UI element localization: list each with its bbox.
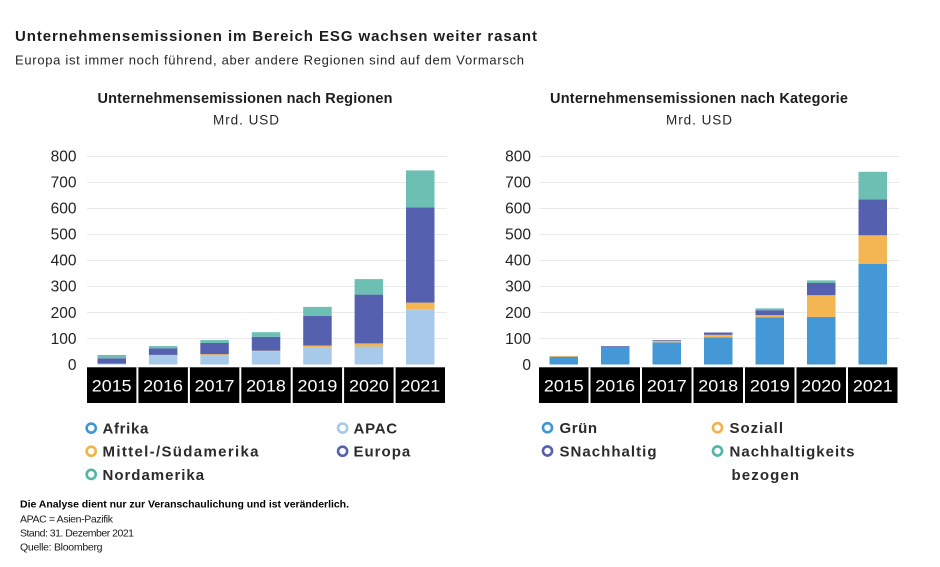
svg-text:200: 200 xyxy=(505,305,531,322)
svg-text:500: 500 xyxy=(505,227,531,244)
svg-text:Soziall: Soziall xyxy=(730,420,784,437)
svg-text:2020: 2020 xyxy=(349,376,389,395)
svg-text:500: 500 xyxy=(51,227,77,244)
svg-text:2018: 2018 xyxy=(698,376,738,395)
svg-text:Grün: Grün xyxy=(560,420,598,437)
svg-text:600: 600 xyxy=(51,201,77,218)
svg-text:2016: 2016 xyxy=(595,376,635,395)
svg-text:100: 100 xyxy=(51,331,77,348)
svg-text:2019: 2019 xyxy=(750,376,790,395)
svg-text:Unternehmensemissionen nach Ka: Unternehmensemissionen nach Kategorie xyxy=(550,91,848,107)
svg-text:Unternehmensemissionen im Bere: Unternehmensemissionen im Bereich ESG wa… xyxy=(15,28,537,45)
svg-text:400: 400 xyxy=(505,253,531,270)
svg-text:2021: 2021 xyxy=(400,376,440,395)
svg-text:2020: 2020 xyxy=(801,376,841,395)
svg-text:2017: 2017 xyxy=(647,376,687,395)
svg-text:Afrika: Afrika xyxy=(103,421,149,438)
svg-text:2018: 2018 xyxy=(246,376,286,395)
svg-text:300: 300 xyxy=(51,279,77,296)
svg-text:Die Analyse dient nur zur Vera: Die Analyse dient nur zur Veranschaulich… xyxy=(20,499,349,511)
svg-text:800: 800 xyxy=(51,148,77,165)
svg-text:200: 200 xyxy=(51,305,77,322)
svg-text:800: 800 xyxy=(505,148,531,165)
svg-text:400: 400 xyxy=(51,253,77,270)
svg-text:600: 600 xyxy=(505,201,531,218)
svg-text:2019: 2019 xyxy=(298,376,338,395)
svg-text:Nordamerika: Nordamerika xyxy=(103,467,205,484)
svg-text:Unternehmensemissionen nach Re: Unternehmensemissionen nach Regionen xyxy=(98,91,393,107)
svg-text:100: 100 xyxy=(505,331,531,348)
svg-text:Nachhaltigkeits: Nachhaltigkeits xyxy=(730,444,855,461)
svg-text:Mrd. USD: Mrd. USD xyxy=(213,113,279,128)
svg-text:bezogen: bezogen xyxy=(732,467,800,484)
svg-text:2021: 2021 xyxy=(853,376,893,395)
svg-text:2017: 2017 xyxy=(195,376,235,395)
svg-text:SNachhaltig: SNachhaltig xyxy=(560,444,657,461)
svg-text:Quelle: Bloomberg: Quelle: Bloomberg xyxy=(20,542,103,554)
svg-text:Mrd. USD: Mrd. USD xyxy=(666,113,732,128)
svg-text:2015: 2015 xyxy=(92,376,132,395)
svg-text:0: 0 xyxy=(68,357,77,374)
svg-text:0: 0 xyxy=(522,357,531,374)
svg-text:700: 700 xyxy=(51,175,77,192)
svg-text:700: 700 xyxy=(505,175,531,192)
svg-text:Europa ist immer noch führend,: Europa ist immer noch führend, aber ande… xyxy=(15,53,524,68)
svg-text:Stand: 31. Dezember 2021: Stand: 31. Dezember 2021 xyxy=(20,528,134,540)
svg-text:Mittel-/Südamerika: Mittel-/Südamerika xyxy=(103,444,260,461)
svg-text:300: 300 xyxy=(505,279,531,296)
svg-text:2015: 2015 xyxy=(544,376,584,395)
svg-text:2016: 2016 xyxy=(143,376,183,395)
svg-text:APAC: APAC xyxy=(354,421,398,438)
svg-text:Europa: Europa xyxy=(354,444,411,461)
svg-text:APAC = Asien-Pazifik: APAC = Asien-Pazifik xyxy=(20,514,114,526)
